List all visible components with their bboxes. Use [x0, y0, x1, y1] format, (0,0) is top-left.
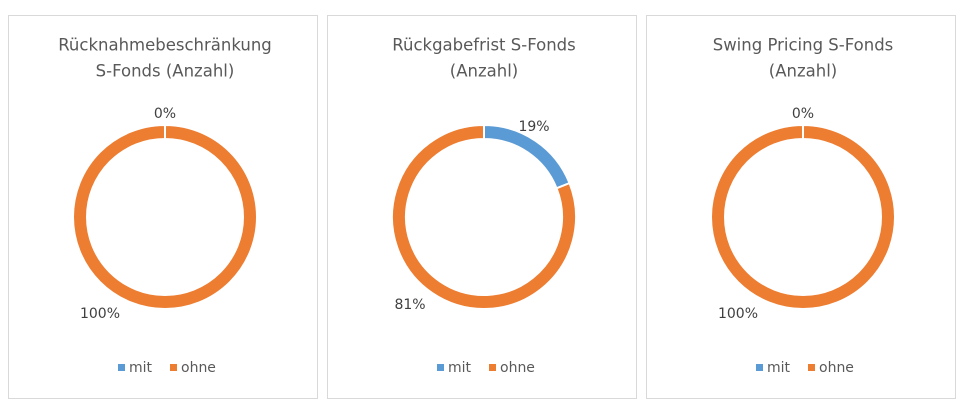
- data-label: 100%: [80, 306, 120, 322]
- donut-segment: [72, 123, 258, 311]
- chart-title: Rücknahmebeschränkung: [58, 36, 272, 55]
- legend-label: ohne: [819, 360, 854, 376]
- chart-title: Swing Pricing S-Fonds: [713, 36, 894, 55]
- data-label: 19%: [518, 119, 549, 135]
- legend-label: mit: [129, 360, 153, 376]
- data-label: 0%: [154, 106, 176, 122]
- chart-panel: [327, 15, 637, 399]
- legend-label: mit: [448, 360, 472, 376]
- data-label: 100%: [718, 306, 758, 322]
- data-label: 0%: [792, 106, 814, 122]
- legend-label: ohne: [181, 360, 216, 376]
- chart-title: (Anzahl): [450, 62, 518, 81]
- donut-segment: [391, 123, 577, 310]
- donut-segment: [710, 123, 896, 311]
- legend-label: ohne: [500, 360, 535, 376]
- legend-marker: [808, 364, 815, 371]
- chart-title: S-Fonds (Anzahl): [96, 62, 235, 81]
- legend-label: mit: [767, 360, 791, 376]
- chart-panel: [8, 15, 318, 399]
- legend-marker: [170, 364, 177, 371]
- data-label: 81%: [394, 297, 425, 313]
- chart-title: (Anzahl): [769, 62, 837, 81]
- legend-marker: [437, 364, 444, 371]
- chart-title: Rückgabefrist S-Fonds: [392, 36, 575, 55]
- legend-marker: [118, 364, 125, 371]
- legend-marker: [489, 364, 496, 371]
- chart-panel: [646, 15, 956, 399]
- legend-marker: [756, 364, 763, 371]
